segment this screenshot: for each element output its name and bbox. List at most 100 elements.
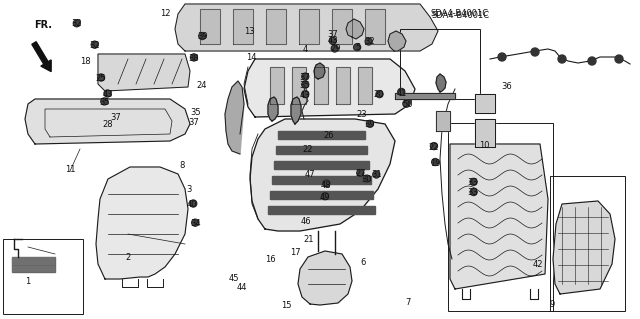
Polygon shape (225, 81, 244, 154)
Text: 33: 33 (467, 178, 477, 187)
Polygon shape (475, 94, 495, 113)
Polygon shape (388, 31, 406, 51)
Bar (448, 123, 553, 311)
Circle shape (322, 193, 328, 200)
Text: 32: 32 (72, 19, 82, 28)
Circle shape (470, 189, 477, 196)
Text: 18: 18 (80, 57, 90, 66)
Polygon shape (436, 111, 450, 131)
Circle shape (302, 91, 308, 98)
Text: 22: 22 (429, 143, 439, 152)
Circle shape (470, 178, 477, 185)
Text: 12: 12 (160, 9, 170, 18)
Text: 34: 34 (190, 219, 200, 228)
Polygon shape (25, 99, 190, 144)
Text: 29: 29 (331, 44, 341, 53)
Text: 5: 5 (356, 43, 361, 52)
Text: 43: 43 (300, 91, 310, 100)
Text: 33: 33 (467, 189, 477, 197)
Circle shape (302, 81, 308, 88)
Text: 35: 35 (190, 108, 200, 117)
Polygon shape (475, 119, 495, 147)
Text: 11: 11 (65, 165, 76, 174)
Polygon shape (358, 67, 372, 104)
Bar (400, 29, 480, 99)
Text: 39: 39 (197, 32, 207, 41)
Circle shape (365, 38, 372, 45)
Circle shape (498, 53, 506, 61)
FancyArrow shape (32, 42, 51, 71)
Polygon shape (298, 251, 352, 305)
Text: 32: 32 (365, 37, 375, 46)
Text: 44: 44 (237, 283, 247, 292)
Circle shape (104, 90, 111, 97)
Text: SDA4-B4001C: SDA4-B4001C (432, 11, 490, 20)
Text: 42: 42 (532, 260, 543, 269)
Text: 8: 8 (180, 161, 185, 170)
Text: SDA4-B4001C: SDA4-B4001C (431, 10, 489, 19)
Text: 28: 28 (102, 120, 113, 129)
Circle shape (330, 37, 336, 44)
Polygon shape (292, 67, 306, 104)
Text: 37: 37 (189, 118, 199, 127)
Circle shape (192, 219, 198, 226)
Text: 20: 20 (374, 90, 384, 99)
Polygon shape (244, 59, 415, 117)
Circle shape (432, 159, 438, 166)
Text: 37: 37 (300, 73, 310, 82)
Circle shape (373, 171, 380, 178)
Text: 36: 36 (502, 82, 512, 91)
Text: 47: 47 (305, 170, 316, 179)
Circle shape (332, 45, 338, 52)
Circle shape (367, 120, 373, 127)
Circle shape (354, 44, 360, 51)
Text: 43: 43 (102, 90, 113, 99)
Polygon shape (200, 9, 220, 44)
Circle shape (558, 55, 566, 63)
Polygon shape (336, 67, 350, 104)
Polygon shape (436, 74, 446, 92)
Bar (550, 176, 625, 311)
Circle shape (615, 55, 623, 63)
Bar (3, 239, 83, 314)
Polygon shape (346, 19, 364, 39)
Text: 6: 6 (361, 258, 366, 267)
Polygon shape (553, 201, 615, 294)
Text: 23: 23 (356, 110, 367, 119)
Circle shape (92, 41, 98, 48)
Polygon shape (332, 9, 352, 44)
Text: 46: 46 (301, 217, 311, 226)
Text: 31: 31 (372, 170, 382, 179)
Text: 26: 26 (323, 131, 333, 140)
Polygon shape (250, 119, 395, 231)
Text: 35: 35 (99, 98, 109, 107)
Polygon shape (274, 161, 369, 169)
Text: 35: 35 (300, 81, 310, 90)
Polygon shape (175, 4, 438, 51)
Text: 38: 38 (189, 54, 199, 63)
Text: 4: 4 (303, 45, 308, 54)
Polygon shape (266, 9, 286, 44)
Text: 15: 15 (282, 301, 292, 310)
Polygon shape (299, 9, 319, 44)
Polygon shape (365, 9, 385, 44)
Polygon shape (268, 97, 278, 121)
Text: 30: 30 (362, 175, 372, 184)
Polygon shape (98, 54, 190, 91)
Polygon shape (272, 176, 371, 184)
Text: 40: 40 (187, 200, 197, 209)
Text: 22: 22 (302, 145, 312, 154)
Polygon shape (233, 9, 253, 44)
Circle shape (531, 48, 539, 56)
Text: 45: 45 (229, 274, 239, 283)
Circle shape (403, 100, 410, 107)
Text: 3: 3 (186, 185, 191, 194)
Text: 14: 14 (246, 53, 257, 62)
Circle shape (98, 74, 104, 81)
Text: 16: 16 (265, 256, 275, 264)
Text: 19: 19 (430, 159, 440, 168)
Text: 39: 39 (365, 120, 375, 129)
Text: 37: 37 (328, 30, 338, 39)
Polygon shape (450, 144, 548, 289)
Polygon shape (96, 167, 188, 279)
